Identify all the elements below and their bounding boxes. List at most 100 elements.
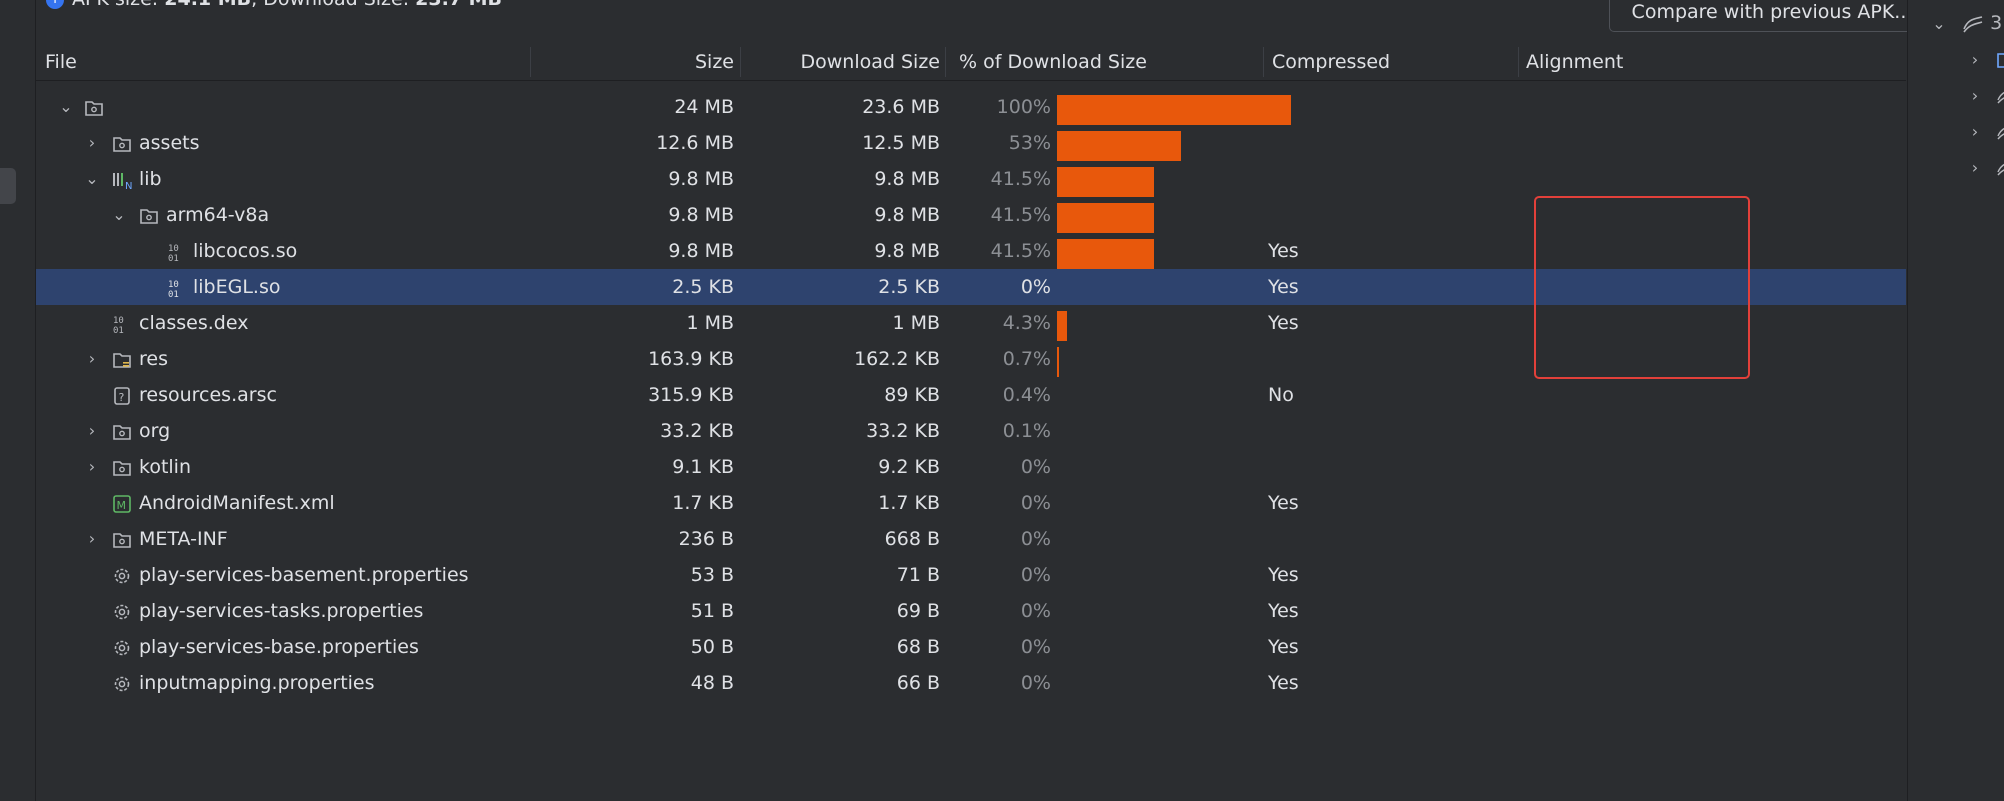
svg-text:N: N <box>125 181 132 190</box>
chevron-right-icon[interactable]: › <box>88 421 96 440</box>
chevron-right-icon[interactable]: › <box>1971 86 1979 105</box>
size-cell: 53 B <box>690 564 734 586</box>
dependency-icon <box>1997 163 2004 176</box>
download-size-label: , Download Size: <box>251 0 415 10</box>
column-header-compressed[interactable]: Compressed <box>1272 51 1391 73</box>
download-size-value: 23.7 MB <box>415 0 502 10</box>
chevron-right-icon[interactable]: › <box>88 133 96 152</box>
chevron-right-icon[interactable]: › <box>1971 158 1979 177</box>
column-divider[interactable] <box>530 47 531 77</box>
column-divider[interactable] <box>945 47 946 77</box>
percent-cell: 100% <box>996 96 1051 118</box>
column-header-percent[interactable]: % of Download Size <box>959 51 1147 73</box>
size-cell: 24 MB <box>674 96 734 118</box>
chevron-right-icon[interactable]: › <box>88 457 96 476</box>
folder-icon <box>113 533 131 548</box>
percent-cell: 41.5% <box>990 168 1051 190</box>
apk-size-label: APK size: <box>72 0 164 10</box>
column-divider[interactable] <box>1263 47 1264 77</box>
right-tree-item[interactable]: › <box>1908 41 2004 77</box>
chevron-down-icon[interactable]: ⌄ <box>85 169 99 188</box>
percent-cell: 0% <box>1020 528 1051 550</box>
column-header-size[interactable]: Size <box>694 51 734 73</box>
compare-with-previous-apk-button[interactable]: Compare with previous APK... <box>1609 0 1935 32</box>
table-row-classes-dex[interactable]: 10 01 classes.dex 1 MB 1 MB 4.3% Yes <box>36 305 1906 341</box>
percent-cell: 4.3% <box>1002 312 1051 334</box>
left-tool-tab[interactable] <box>0 168 16 204</box>
table-row-android-manifest[interactable]: M AndroidManifest.xml 1.7 KB 1.7 KB 0% Y… <box>36 485 1906 521</box>
right-tree-item[interactable]: › <box>1908 77 2004 113</box>
column-header-file[interactable]: File <box>45 51 77 73</box>
table-row-play-services-base[interactable]: play-services-base.properties 50 B 68 B … <box>36 629 1906 665</box>
percent-cell: 0% <box>1020 456 1051 478</box>
percent-cell: 41.5% <box>990 204 1051 226</box>
download-percent-bar <box>1057 203 1154 233</box>
file-name: META-INF <box>139 528 228 550</box>
folder-icon <box>113 461 131 476</box>
compressed-cell: No <box>1268 384 1294 406</box>
size-cell: 9.8 MB <box>668 204 734 226</box>
chevron-down-icon[interactable]: ⌄ <box>112 205 126 224</box>
dependency-icon <box>1963 15 1983 32</box>
column-divider[interactable] <box>740 47 741 77</box>
table-row-resources-arsc[interactable]: ? resources.arsc 315.9 KB 89 KB 0.4% No <box>36 377 1906 413</box>
right-tree-root-label: 3 d <box>1990 12 2004 34</box>
annotation-highlight-box <box>1534 196 1750 379</box>
folder-icon <box>85 101 103 116</box>
apk-analyzer-panel: i APK size: 24.1 MB, Download Size: 23.7 … <box>36 0 1935 801</box>
table-row-arm64-v8a[interactable]: ⌄ arm64-v8a 9.8 MB 9.8 MB 41.5% <box>36 197 1906 233</box>
column-header-alignment[interactable]: Alignment <box>1526 51 1624 73</box>
chevron-right-icon[interactable]: › <box>1971 50 1979 69</box>
chevron-right-icon[interactable]: › <box>88 529 96 548</box>
column-header-download-size[interactable]: Download Size <box>800 51 941 73</box>
percent-cell: 0.1% <box>1002 420 1051 442</box>
table-row-org[interactable]: › org 33.2 KB 33.2 KB 0.1% <box>36 413 1906 449</box>
table-row-play-services-tasks[interactable]: play-services-tasks.properties 51 B 69 B… <box>36 593 1906 629</box>
table-row-libcocos[interactable]: 10 01 libcocos.so 9.8 MB 9.8 MB 41.5% Yes <box>36 233 1906 269</box>
file-name: inputmapping.properties <box>139 672 375 694</box>
chevron-down-icon[interactable]: ⌄ <box>1932 14 1946 33</box>
unknown-file-icon: ? <box>114 387 130 405</box>
size-cell: 9.1 KB <box>672 456 734 478</box>
table-row-kotlin[interactable]: › kotlin 9.1 KB 9.2 KB 0% <box>36 449 1906 485</box>
svg-text:?: ? <box>119 391 125 404</box>
chevron-right-icon[interactable]: › <box>1971 122 1979 141</box>
gear-icon <box>114 604 130 620</box>
compressed-cell: Yes <box>1268 564 1299 586</box>
compressed-cell: Yes <box>1268 492 1299 514</box>
table-row-res[interactable]: › res 163.9 KB 162.2 KB 0.7% <box>36 341 1906 377</box>
left-tool-strip <box>0 0 36 801</box>
file-name: play-services-basement.properties <box>139 564 469 586</box>
file-name: kotlin <box>139 456 191 478</box>
table-row-inputmapping[interactable]: inputmapping.properties 48 B 66 B 0% Yes <box>36 665 1906 701</box>
resource-folder-icon <box>113 353 131 368</box>
compressed-cell: Yes <box>1268 600 1299 622</box>
table-row-meta-inf[interactable]: › META-INF 236 B 668 B 0% <box>36 521 1906 557</box>
svg-text:M: M <box>117 499 127 512</box>
right-tree-item[interactable]: › <box>1908 113 2004 149</box>
percent-cell: 0% <box>1020 492 1051 514</box>
table-row-lib[interactable]: ⌄ N lib 9.8 MB 9.8 MB 41.5% <box>36 161 1906 197</box>
table-row-play-services-basement[interactable]: play-services-basement.properties 53 B 7… <box>36 557 1906 593</box>
file-name: play-services-base.properties <box>139 636 419 658</box>
size-cell: 163.9 KB <box>648 348 734 370</box>
dependency-icon <box>1997 91 2004 104</box>
table-row-assets[interactable]: › assets 12.6 MB 12.5 MB 53% <box>36 125 1906 161</box>
right-tree-panel: ⌄ 3 d › › › › <box>1907 0 2004 801</box>
compressed-cell: Yes <box>1268 672 1299 694</box>
compressed-cell: Yes <box>1268 312 1299 334</box>
chevron-down-icon[interactable]: ⌄ <box>59 97 73 116</box>
table-row-root[interactable]: ⌄ 24 MB 23.6 MB 100% <box>36 89 1906 125</box>
download-size-cell: 66 B <box>896 672 940 694</box>
size-cell: 1.7 KB <box>672 492 734 514</box>
svg-text:01: 01 <box>113 326 124 334</box>
download-size-cell: 668 B <box>884 528 940 550</box>
chevron-right-icon[interactable]: › <box>88 349 96 368</box>
right-tree-item[interactable]: › <box>1908 149 2004 185</box>
right-tree-root[interactable]: ⌄ 3 d <box>1908 5 2004 41</box>
column-divider[interactable] <box>1518 47 1519 77</box>
table-row-libegl-selected[interactable]: 10 01 libEGL.so 2.5 KB 2.5 KB 0% Yes <box>36 269 1906 305</box>
svg-text:01: 01 <box>168 254 179 262</box>
download-percent-bar <box>1057 311 1067 341</box>
